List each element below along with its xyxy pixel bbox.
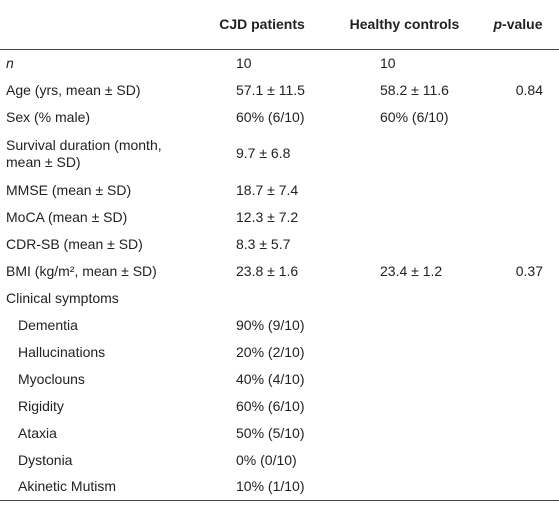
table-cell: 57.1 ± 11.5 — [236, 81, 305, 98]
row-label: BMI (kg/m², mean ± SD) — [6, 262, 157, 279]
table-row: Dystonia 0% (0/10) — [0, 447, 559, 474]
table-cell — [477, 312, 559, 339]
table-cell — [332, 339, 477, 366]
header-cell: CJD patients — [192, 0, 332, 50]
table-cell — [477, 420, 559, 447]
table-cell: 10% (1/10) — [192, 473, 332, 501]
table-cell: 90% (9/10) — [236, 316, 305, 333]
table-cell — [477, 131, 559, 177]
table-cell — [477, 339, 559, 366]
table-cell: 18.7 ± 7.4 — [236, 181, 299, 198]
table-cell — [332, 366, 477, 393]
table-cell: 0.37 — [515, 262, 543, 279]
table-row: Akinetic Mutism 10% (1/10) — [0, 473, 559, 501]
row-label: Survival duration (month, mean ± SD) — [6, 136, 162, 170]
table-cell: 23.4 ± 1.2 — [380, 262, 443, 279]
table-cell: 60% (6/10) — [380, 108, 449, 125]
table-row: Rigidity 60% (6/10) — [0, 393, 559, 420]
table-row: Survival duration (month, mean ± SD) 9.7 … — [0, 131, 559, 177]
table-cell: 60% (6/10) — [236, 397, 305, 414]
table-row: n 10 10 — [0, 50, 559, 77]
table-cell: 60% (6/10) — [236, 108, 305, 125]
row-label: CDR-SB (mean ± SD) — [6, 235, 143, 252]
row-label: MoCA (mean ± SD) — [6, 208, 128, 225]
table-cell — [332, 312, 477, 339]
row-label: n — [6, 54, 14, 71]
table-cell: 40% (4/10) — [236, 370, 305, 387]
table-row: BMI (kg/m², mean ± SD) 23.8 ± 1.6 23.4 ± 1… — [0, 258, 559, 285]
table-cell — [332, 204, 477, 231]
header-blank — [0, 0, 192, 50]
table-cell — [332, 420, 477, 447]
table-row: Hallucinations 20% (2/10) — [0, 339, 559, 366]
row-label: Rigidity — [18, 397, 64, 414]
table-row: Age (yrs, mean ± SD) 57.1 ± 11.5 58.2 ± 11… — [0, 77, 559, 104]
table-cell — [332, 131, 477, 177]
table-row: CDR-SB (mean ± SD) 8.3 ± 5.7 — [0, 231, 559, 258]
table-cell: 23.8 ± 1.6 — [236, 262, 299, 279]
header-row: CJD patients Healthy controls p-value — [0, 0, 559, 50]
group-label: Clinical symptoms — [6, 289, 119, 306]
table-row: Dementia 90% (9/10) — [0, 312, 559, 339]
table-cell — [332, 393, 477, 420]
table-cell: 0.84 — [515, 81, 543, 98]
table-row: Sex (% male) 60% (6/10) 60% (6/10) — [0, 104, 559, 131]
row-label: MMSE (mean ± SD) — [6, 181, 132, 198]
table-cell — [332, 177, 477, 204]
table-cell — [332, 473, 477, 501]
table-cell: 20% (2/10) — [236, 343, 305, 360]
table-cell — [477, 177, 559, 204]
table-row: MMSE (mean ± SD) 18.7 ± 7.4 — [0, 177, 559, 204]
table-cell: 8.3 ± 5.7 — [236, 235, 291, 252]
table-cell: 10 — [380, 54, 396, 71]
table-cell: 9.7 ± 6.8 — [236, 145, 291, 161]
table-cell — [477, 447, 559, 474]
table-header: CJD patients Healthy controls p-value — [0, 0, 559, 50]
row-label: Sex (% male) — [6, 108, 91, 125]
table-cell — [477, 104, 559, 131]
row-label: Akinetic Mutism — [0, 473, 192, 501]
table-cell — [332, 447, 477, 474]
table-row: MoCA (mean ± SD) 12.3 ± 7.2 — [0, 204, 559, 231]
table-cell: 12.3 ± 7.2 — [236, 208, 299, 225]
table-cell: 0% (0/10) — [236, 451, 297, 468]
table-row: Myoclouns 40% (4/10) — [0, 366, 559, 393]
row-label: Ataxia — [18, 424, 57, 441]
header-cell: Healthy controls — [332, 0, 477, 50]
table-cell — [477, 231, 559, 258]
table-cell — [477, 393, 559, 420]
table-cell: 10 — [236, 54, 252, 71]
row-label: Dystonia — [18, 451, 73, 468]
group-row: Clinical symptoms — [0, 285, 559, 312]
row-label: Dementia — [18, 316, 78, 333]
table-cell — [332, 231, 477, 258]
table-cell: 58.2 ± 11.6 — [380, 81, 449, 98]
table-cell — [477, 204, 559, 231]
table-cell — [477, 366, 559, 393]
table-row: Ataxia 50% (5/10) — [0, 420, 559, 447]
row-label: Myoclouns — [18, 370, 85, 387]
header-cell: p-value — [477, 0, 559, 50]
row-label: Age (yrs, mean ± SD) — [6, 81, 141, 98]
row-label: Hallucinations — [18, 343, 106, 360]
table-cell — [477, 473, 559, 501]
table-cell: 50% (5/10) — [236, 424, 305, 441]
table-cell — [477, 50, 559, 77]
data-table: CJD patients Healthy controls p-value n 1… — [0, 0, 559, 501]
table-body: n 10 10 Age (yrs, mean ± SD) 57.1 ± 11.5 58.2… — [0, 50, 559, 501]
